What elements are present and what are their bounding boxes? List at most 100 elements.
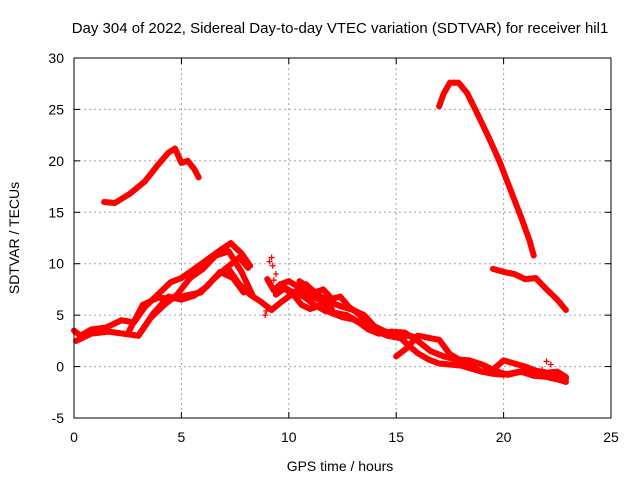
data-point bbox=[302, 303, 309, 310]
data-point bbox=[225, 265, 232, 272]
data-point bbox=[504, 269, 511, 276]
data-point bbox=[512, 199, 519, 206]
data-point bbox=[526, 237, 533, 244]
data-point bbox=[522, 225, 529, 232]
data-point bbox=[233, 277, 240, 284]
data-point bbox=[174, 276, 181, 283]
data-point bbox=[307, 292, 314, 299]
data-point bbox=[507, 370, 514, 377]
data-point bbox=[106, 322, 113, 329]
data-point bbox=[425, 356, 432, 363]
data-point bbox=[242, 276, 249, 283]
data-point bbox=[209, 255, 216, 262]
data-point bbox=[238, 268, 245, 275]
data-point bbox=[475, 367, 482, 373]
data-point bbox=[360, 312, 367, 319]
data-point bbox=[199, 265, 206, 272]
data-point bbox=[493, 363, 500, 370]
data-point bbox=[490, 146, 497, 153]
data-point bbox=[307, 299, 314, 306]
data-point bbox=[493, 266, 500, 273]
y-tick-label: 5 bbox=[56, 307, 64, 323]
data-point bbox=[464, 89, 471, 96]
data-point bbox=[442, 87, 449, 94]
data-point bbox=[186, 275, 193, 282]
data-point bbox=[504, 358, 511, 365]
data-point bbox=[535, 277, 542, 284]
data-point bbox=[444, 83, 451, 90]
data-point bbox=[236, 254, 243, 261]
data-point bbox=[386, 329, 393, 336]
axis-ticks: 0 5 10 15 20 25 -5 0 5 10 15 20 25 30 bbox=[48, 50, 619, 445]
data-point bbox=[176, 156, 183, 163]
data-point bbox=[310, 288, 317, 295]
data-point bbox=[296, 278, 303, 285]
data-point bbox=[470, 102, 477, 109]
data-point bbox=[530, 252, 537, 259]
data-point bbox=[414, 350, 421, 357]
data-point bbox=[137, 328, 144, 335]
data-point bbox=[507, 270, 514, 277]
data-point bbox=[118, 317, 125, 324]
data-point bbox=[432, 336, 439, 343]
data-point bbox=[171, 145, 178, 152]
data-point bbox=[292, 288, 299, 295]
data-point bbox=[325, 292, 332, 299]
data-point bbox=[479, 361, 486, 368]
data-point bbox=[518, 362, 525, 369]
data-point bbox=[474, 111, 481, 118]
data-point bbox=[510, 194, 517, 201]
data-point bbox=[337, 293, 344, 300]
data-point bbox=[363, 314, 370, 321]
data-point bbox=[503, 176, 510, 183]
data-point bbox=[314, 296, 321, 303]
data-point bbox=[169, 294, 176, 301]
data-point bbox=[178, 275, 185, 282]
data-point bbox=[300, 280, 307, 287]
data-point bbox=[179, 284, 186, 291]
data-point bbox=[153, 306, 160, 313]
data-point bbox=[418, 352, 425, 359]
data-point bbox=[289, 290, 296, 297]
data-point bbox=[303, 290, 310, 297]
data-point bbox=[514, 204, 521, 211]
data-point bbox=[500, 357, 507, 364]
data-point bbox=[403, 345, 410, 352]
isolated-data-point bbox=[272, 271, 279, 277]
data-point bbox=[393, 353, 400, 360]
data-point bbox=[340, 311, 347, 318]
data-point bbox=[483, 130, 490, 137]
data-point bbox=[178, 159, 185, 166]
data-point bbox=[178, 296, 185, 303]
data-point bbox=[143, 300, 150, 307]
data-point bbox=[126, 326, 133, 333]
data-point bbox=[441, 344, 448, 351]
data-point bbox=[266, 279, 273, 286]
data-point bbox=[436, 336, 443, 343]
data-point bbox=[147, 171, 154, 178]
data-point bbox=[144, 175, 151, 182]
data-point bbox=[489, 366, 496, 373]
data-point bbox=[229, 259, 236, 266]
data-point bbox=[524, 233, 531, 240]
data-point bbox=[414, 332, 421, 339]
data-point bbox=[174, 295, 181, 302]
data-point bbox=[233, 257, 240, 264]
y-tick-label: 15 bbox=[48, 204, 64, 220]
x-tick-label: 10 bbox=[281, 429, 297, 445]
chart-title: Day 304 of 2022, Sidereal Day-to-day VTE… bbox=[72, 20, 609, 37]
data-point bbox=[160, 155, 167, 162]
data-point bbox=[80, 334, 87, 341]
data-point bbox=[150, 310, 157, 317]
data-point bbox=[457, 357, 464, 364]
data-point bbox=[126, 190, 133, 197]
data-point bbox=[411, 335, 418, 342]
x-tick-label: 15 bbox=[388, 429, 404, 445]
data-point bbox=[236, 281, 243, 288]
data-point bbox=[221, 249, 228, 256]
data-point bbox=[527, 240, 534, 247]
data-point bbox=[193, 270, 200, 277]
data-point bbox=[196, 268, 203, 275]
data-point bbox=[529, 366, 536, 373]
